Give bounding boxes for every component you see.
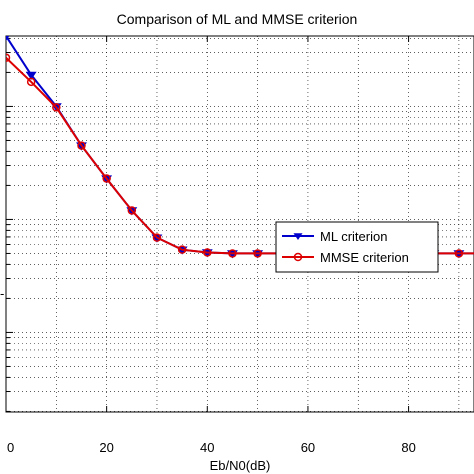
mmse-point	[102, 174, 111, 183]
mmse-point	[77, 141, 86, 150]
legend-marker	[293, 233, 303, 241]
mmse-point	[253, 249, 262, 258]
mmse-point	[454, 249, 464, 258]
chart-title: Comparison of ML and MMSE criterion	[117, 11, 358, 27]
x-tick-label: 20	[99, 440, 113, 455]
legend-marker	[293, 252, 303, 262]
mmse-point	[177, 245, 187, 254]
mmse-point	[6, 53, 11, 62]
axis-ticks: 0 20 40 60 80	[5, 36, 416, 455]
mmse-point	[26, 77, 36, 87]
legend: ML criterion MMSE criterion	[275, 221, 439, 273]
legend-box	[275, 221, 439, 273]
mmse-point	[203, 248, 212, 257]
x-tick-label: 80	[401, 440, 415, 455]
mmse-point	[127, 206, 137, 215]
x-tick-label: 40	[200, 440, 214, 455]
x-tick-label: 0	[7, 440, 14, 455]
plot-frame	[5, 35, 474, 413]
ml-point	[25, 71, 37, 80]
series-line-ml	[6, 36, 474, 255]
ml-point	[6, 36, 10, 41]
legend-label: ML criterion	[320, 229, 387, 244]
x-axis-label: Eb/N0(dB)	[210, 458, 271, 473]
mmse-point	[228, 249, 237, 258]
mmse-point	[152, 233, 162, 242]
legend-label: MMSE criterion	[320, 250, 409, 265]
y-axis-mark: -	[0, 286, 4, 301]
mmse-point	[52, 103, 61, 112]
x-tick-label: 60	[301, 440, 315, 455]
